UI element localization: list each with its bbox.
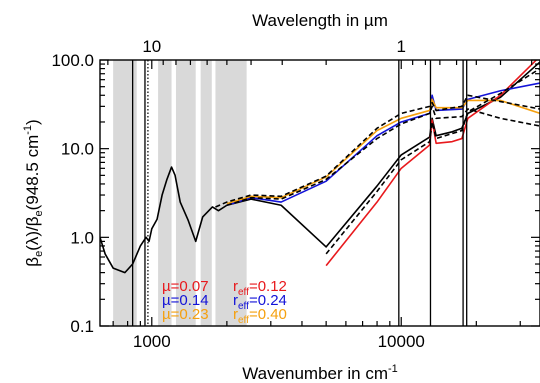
axes: [99, 59, 540, 327]
top-axis-title: Wavelength in µm: [252, 11, 388, 30]
tick-marks: [100, 59, 540, 327]
x-axis-title: Wavenumber in cm-1: [242, 363, 398, 383]
x-tick-label-1000: 1000: [133, 332, 171, 351]
y-tick-label-1.0: 1.0: [70, 228, 94, 247]
vertical-lines: [131, 60, 468, 326]
legend-entry-1: µ=0.07 reff=0.12: [162, 278, 287, 298]
shaded-band-2: [158, 60, 172, 326]
top-tick-label-1: 1: [396, 37, 405, 56]
top-tick-label-10: 10: [142, 37, 161, 56]
shaded-band-4: [200, 60, 212, 326]
x-tick-label-10000: 10000: [378, 332, 425, 351]
y-tick-label-100.0: 100.0: [51, 51, 94, 70]
y-tick-label-0.1: 0.1: [70, 317, 94, 336]
series-line-5: [215, 94, 540, 208]
series-line-7: [325, 67, 540, 255]
series-line-2: [325, 60, 538, 267]
series-line-4: [226, 98, 540, 205]
tick-labels: 1000 10000 10 1 0.1 1.0 10.0 100.0: [51, 37, 424, 351]
plot-frame: [99, 59, 540, 327]
y-axis-title: βe(λ)/βe(948.5 cm-1): [22, 119, 45, 266]
data-series: [100, 60, 540, 274]
shaded-band-5: [215, 60, 247, 326]
legend: µ=0.07 reff=0.12 µ=0.14 reff=0.24 µ=0.23 re…: [162, 278, 287, 326]
shaded-band-3: [175, 60, 196, 326]
shaded-bands: [113, 60, 247, 326]
shaded-band-1: [113, 60, 137, 326]
series-line-6: [226, 105, 540, 207]
y-tick-label-10.0: 10.0: [61, 140, 94, 159]
legend-entry-3: µ=0.23 reff=0.40: [162, 306, 287, 326]
legend-entry-2: µ=0.14 reff=0.24: [162, 292, 287, 312]
